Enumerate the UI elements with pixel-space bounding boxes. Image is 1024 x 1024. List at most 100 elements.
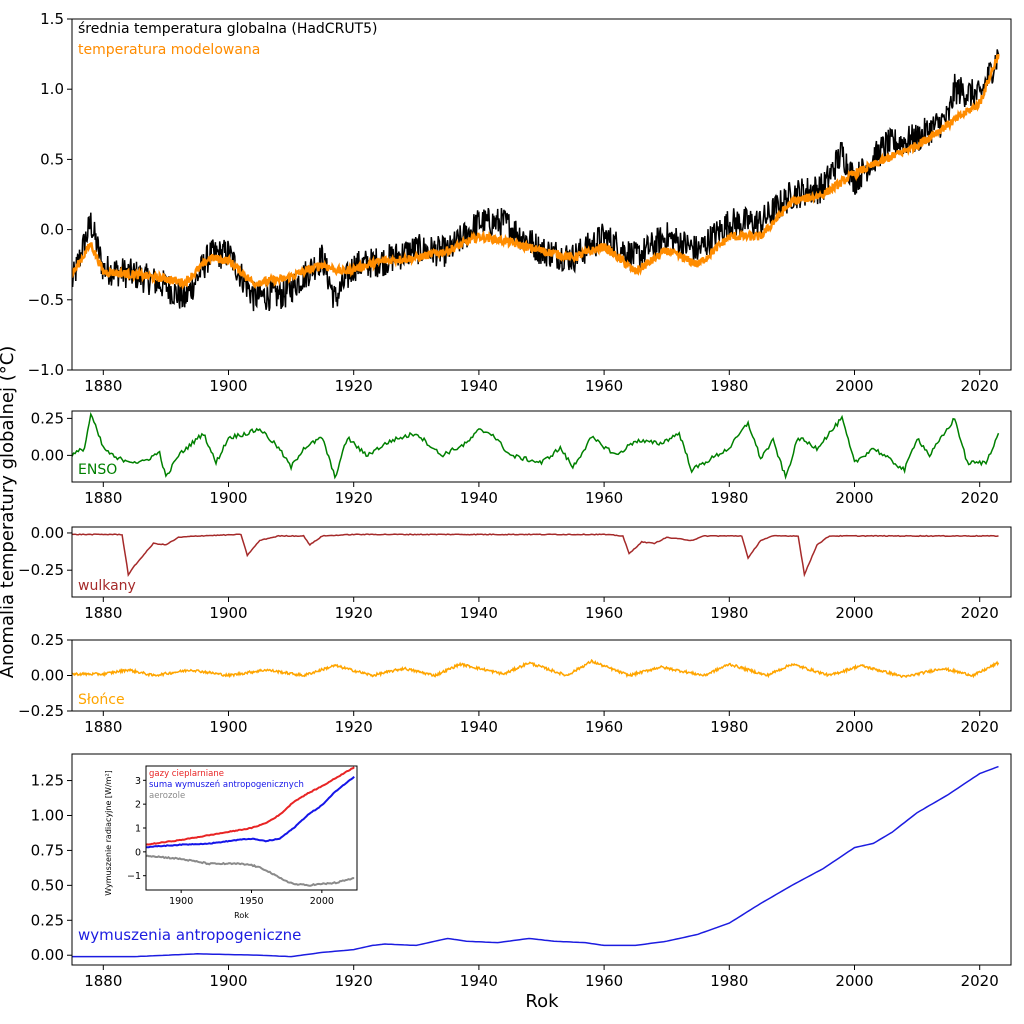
x-tick-label: 1900	[209, 604, 247, 622]
x-tick-label: 1920	[335, 604, 373, 622]
x-tick-label: 1980	[710, 718, 748, 736]
x-tick-label: 2000	[835, 489, 873, 507]
axes-frame	[71, 753, 1012, 966]
y-tick-label: 1.5	[40, 10, 64, 28]
x-tick-label: 1880	[84, 489, 122, 507]
series-line-1	[72, 533, 999, 578]
y-tick-label: 0.0	[40, 221, 64, 239]
y-tick-label: −1.0	[28, 361, 64, 379]
inset-series-total	[145, 775, 355, 849]
y-tick-label: −0.5	[28, 291, 64, 309]
y-tick-label: 0.75	[31, 841, 64, 859]
x-tick-label: 1940	[460, 604, 498, 622]
inset-series-ghg	[145, 766, 355, 846]
x-tick-label: 1900	[209, 377, 247, 395]
y-tick-label: 1.25	[31, 772, 64, 790]
panels: 1880 1900 1920 1940 1960 1980 2000 2020 1.5 1.0 0.…	[18, 10, 1012, 990]
x-tick-label: 1960	[585, 972, 623, 990]
inset-y-axis-label: Wymuszenie radiacyjne [W/m²]	[104, 770, 113, 896]
x-tick-label: 1940	[460, 718, 498, 736]
x-tick-label: 1880	[84, 718, 122, 736]
inset-x-axis-label: Rok	[234, 911, 249, 920]
x-tick-label: 1960	[585, 604, 623, 622]
y-tick-label: 0.00	[31, 446, 64, 464]
x-tick-label: 1880	[84, 377, 122, 395]
series-line-2	[72, 53, 1000, 290]
annotation-label: wymuszenia antropogeniczne	[78, 926, 301, 944]
x-tick-label: 1880	[84, 972, 122, 990]
inset-chart: 1900 1950 2000 −1 0 1 2 3 gazy cieplarnianesuma …	[104, 765, 358, 920]
x-tick-label: 1920	[335, 489, 373, 507]
x-tick-label: 2020	[961, 604, 999, 622]
x-tick-label: 1980	[710, 972, 748, 990]
y-tick-label: 0.25	[31, 631, 64, 649]
y-axis-label: Anomalia temperatury globalnej (°C)	[0, 346, 18, 679]
x-tick-label: 1960	[585, 718, 623, 736]
inset-y-tick-label: −1	[127, 871, 141, 882]
inset-x-tick-label: 1900	[169, 896, 193, 907]
panel-5: 1880 1900 1920 1940 1960 1980 2000 2020 1.25 1.00…	[31, 753, 1012, 990]
x-tick-label: 2020	[961, 489, 999, 507]
inset-y-tick-label: 3	[135, 776, 141, 787]
x-tick-label: 1920	[335, 972, 373, 990]
series-line-1	[72, 411, 1000, 481]
x-tick-label: 1980	[710, 604, 748, 622]
annotation-label: wulkany	[78, 578, 136, 594]
annotation-label: Słońce	[78, 692, 125, 708]
y-tick-label: 0.5	[40, 150, 64, 168]
inset-legend-label: suma wymuszeń antropogenicznych	[149, 780, 304, 790]
inset-x-tick-label: 1950	[239, 896, 263, 907]
x-tick-label: 2000	[835, 718, 873, 736]
axes-frame	[71, 526, 1012, 598]
panel-2: 1880 1900 1920 1940 1960 1980 2000 2020 0.25 0.00…	[31, 409, 1012, 507]
x-tick-label: 1900	[209, 489, 247, 507]
inset-x-tick-label: 2000	[310, 896, 334, 907]
x-tick-label: 1880	[84, 604, 122, 622]
x-tick-label: 1940	[460, 377, 498, 395]
y-tick-label: 0.50	[31, 876, 64, 894]
series-line-1	[72, 765, 999, 958]
x-tick-label: 1960	[585, 489, 623, 507]
x-tick-label: 1900	[209, 718, 247, 736]
x-tick-label: 1980	[710, 377, 748, 395]
x-tick-label: 1920	[335, 718, 373, 736]
x-tick-label: 1980	[710, 489, 748, 507]
series-line-1	[72, 49, 1000, 312]
annotation-label: ENSO	[78, 462, 117, 478]
x-tick-label: 2020	[961, 377, 999, 395]
axes-frame	[71, 410, 1012, 483]
inset-legend-label: gazy cieplarniane	[149, 769, 224, 779]
axes-frame	[71, 18, 1012, 371]
annotation-label: temperatura modelowana	[78, 42, 260, 58]
y-tick-label: −0.25	[18, 702, 64, 720]
panel-1: 1880 1900 1920 1940 1960 1980 2000 2020 1.5 1.0 0.…	[28, 10, 1012, 395]
panel-4: 1880 1900 1920 1940 1960 1980 2000 2020 0.25 0.00…	[18, 631, 1012, 736]
x-tick-label: 2020	[961, 972, 999, 990]
y-tick-label: 0.25	[31, 911, 64, 929]
panel-3: 1880 1900 1920 1940 1960 1980 2000 2020 0.00 −0.2…	[18, 524, 1012, 622]
y-tick-label: −0.25	[18, 561, 64, 579]
annotation-label: średnia temperatura globalna (HadCRUT5)	[78, 21, 377, 37]
x-tick-label: 1900	[209, 972, 247, 990]
y-tick-label: 0.00	[31, 524, 64, 542]
x-tick-label: 2020	[961, 718, 999, 736]
x-tick-label: 1940	[460, 489, 498, 507]
inset-series-aerosol	[145, 854, 355, 887]
y-tick-label: 0.00	[31, 946, 64, 964]
y-tick-label: 0.00	[31, 667, 64, 685]
x-tick-label: 1920	[335, 377, 373, 395]
inset-y-tick-label: 2	[135, 800, 141, 811]
x-tick-label: 1940	[460, 972, 498, 990]
x-tick-label: 1960	[585, 377, 623, 395]
x-tick-label: 2000	[835, 972, 873, 990]
x-axis-label: Rok	[525, 991, 559, 1012]
series-line-1	[72, 658, 1000, 679]
x-tick-label: 2000	[835, 604, 873, 622]
y-tick-label: 1.00	[31, 806, 64, 824]
inset-y-tick-label: 0	[135, 847, 141, 858]
axes-frame	[71, 639, 1012, 712]
x-tick-label: 2000	[835, 377, 873, 395]
inset-y-tick-label: 1	[135, 824, 141, 835]
inset-legend-label: aerozole	[149, 791, 185, 801]
